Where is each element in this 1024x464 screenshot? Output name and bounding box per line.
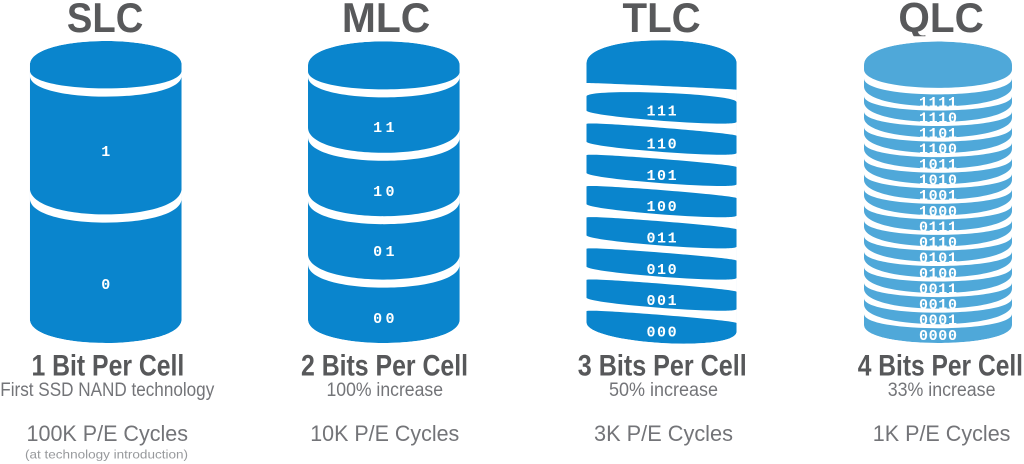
svg-text:10K P/E Cycles: 10K P/E Cycles (310, 421, 459, 446)
svg-text:100: 100 (646, 199, 678, 216)
svg-text:001: 001 (646, 293, 678, 310)
svg-text:1001: 1001 (919, 188, 958, 205)
svg-text:101: 101 (646, 168, 678, 185)
svg-text:0001: 0001 (919, 313, 958, 330)
svg-text:1010: 1010 (919, 173, 958, 190)
svg-text:1100: 1100 (919, 142, 958, 159)
svg-text:011: 011 (646, 230, 678, 247)
svg-text:0011: 0011 (919, 282, 958, 299)
svg-text:0101: 0101 (919, 250, 958, 267)
svg-text:00: 00 (373, 311, 398, 328)
svg-text:4 Bits Per Cell: 4 Bits Per Cell (858, 350, 1023, 383)
svg-text:111: 111 (646, 103, 678, 120)
svg-text:(at technology introduction): (at technology introduction) (25, 447, 188, 461)
svg-text:SLC: SLC (67, 0, 143, 41)
svg-text:0111: 0111 (919, 219, 958, 236)
svg-text:3 Bits Per Cell: 3 Bits Per Cell (578, 350, 747, 383)
svg-text:1111: 1111 (919, 95, 958, 112)
svg-text:QLC: QLC (898, 0, 983, 41)
svg-text:110: 110 (646, 136, 678, 153)
svg-text:1000: 1000 (919, 204, 958, 221)
svg-text:1: 1 (101, 144, 113, 161)
svg-text:0: 0 (101, 277, 113, 294)
svg-text:0010: 0010 (919, 297, 958, 314)
svg-text:1101: 1101 (919, 126, 958, 143)
svg-text:1110: 1110 (919, 110, 958, 127)
svg-text:1K P/E Cycles: 1K P/E Cycles (873, 421, 1011, 446)
svg-text:1 Bit Per Cell: 1 Bit Per Cell (32, 350, 185, 383)
svg-text:0110: 0110 (919, 235, 958, 252)
svg-text:10: 10 (373, 184, 398, 201)
svg-text:0000: 0000 (919, 328, 958, 345)
svg-text:2 Bits Per Cell: 2 Bits Per Cell (301, 350, 468, 383)
svg-text:100K P/E Cycles: 100K P/E Cycles (27, 421, 189, 446)
svg-text:000: 000 (646, 325, 678, 342)
svg-text:3K P/E Cycles: 3K P/E Cycles (594, 421, 733, 446)
svg-text:50% increase: 50% increase (609, 380, 718, 401)
svg-text:01: 01 (373, 244, 398, 261)
svg-text:First SSD NAND technology: First SSD NAND technology (0, 380, 214, 401)
svg-text:010: 010 (646, 262, 678, 279)
svg-text:33% increase: 33% increase (888, 380, 996, 401)
svg-text:11: 11 (373, 120, 398, 137)
svg-text:MLC: MLC (342, 0, 430, 41)
svg-text:TLC: TLC (623, 0, 701, 41)
svg-text:1011: 1011 (919, 157, 958, 174)
svg-text:100% increase: 100% increase (327, 380, 444, 401)
svg-text:0100: 0100 (919, 266, 958, 283)
